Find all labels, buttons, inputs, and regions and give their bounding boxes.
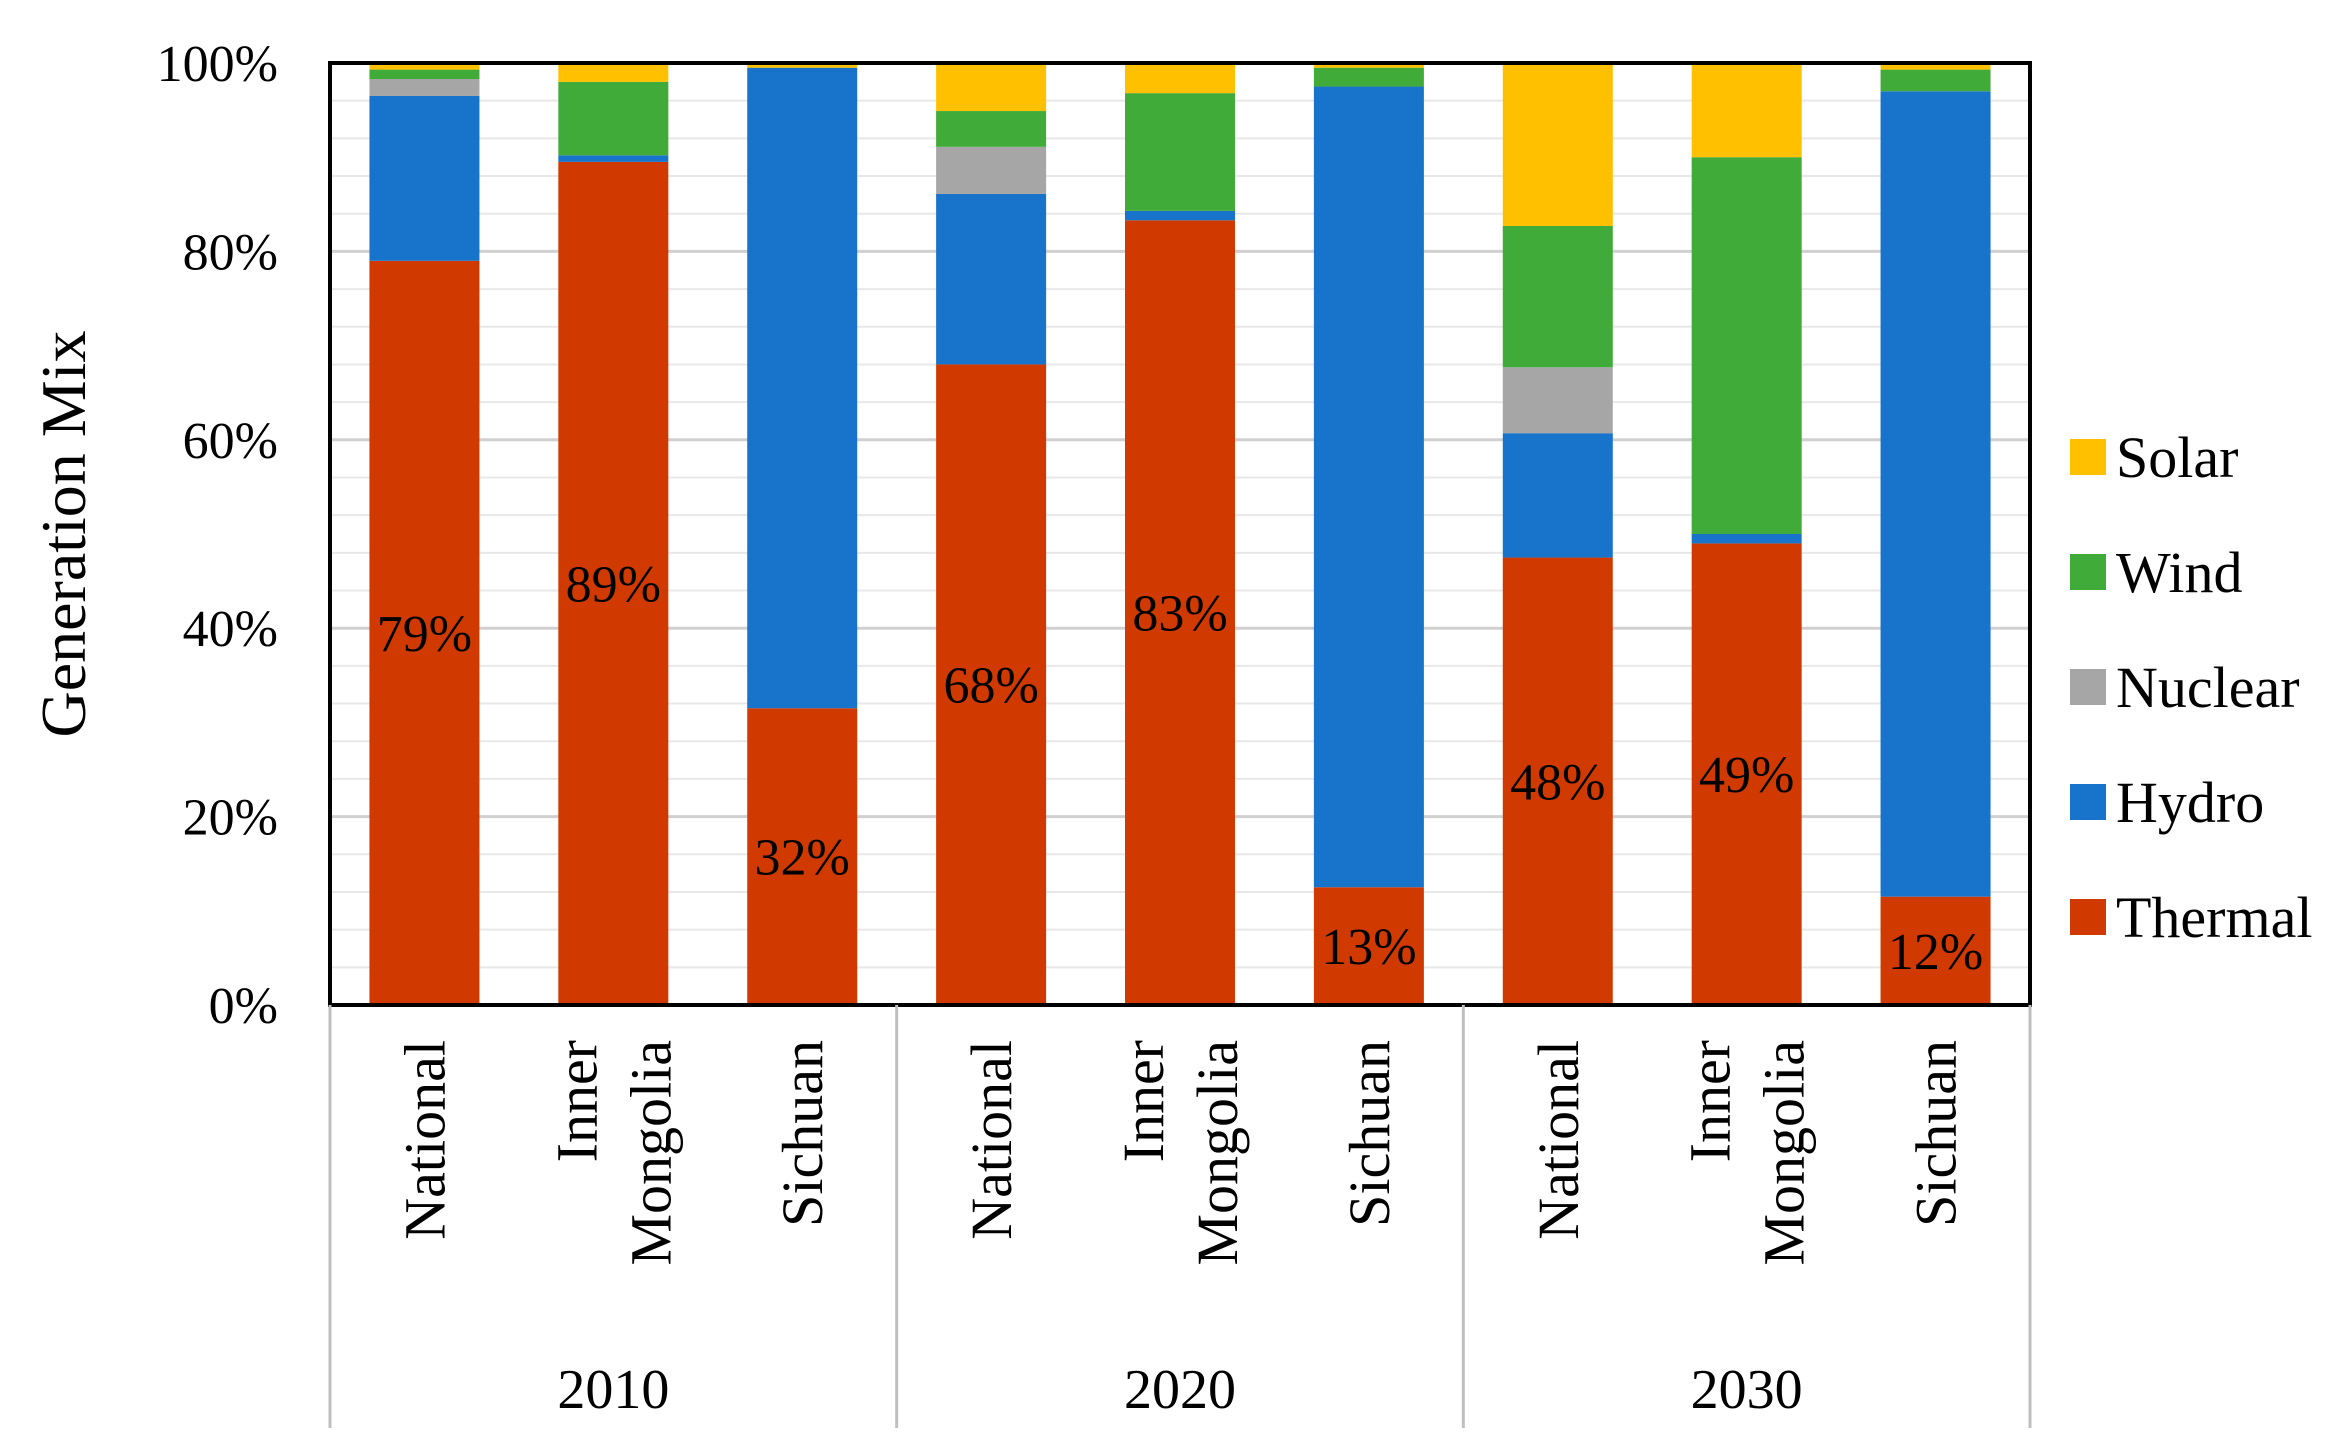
legend-swatch-thermal (2070, 899, 2106, 935)
bar-segment-solar (1880, 63, 1991, 70)
y-tick-label: 20% (183, 790, 278, 847)
legend-label: Nuclear (2116, 655, 2300, 720)
bar-segment-hydro (1880, 91, 1991, 897)
bar-segment-solar (558, 63, 669, 82)
bar-segment-hydro (558, 155, 669, 162)
bars (369, 63, 1991, 1006)
group-label: 2020 (1124, 1359, 1236, 1421)
data-label: 89% (566, 556, 661, 613)
bar-segment-hydro (1691, 534, 1802, 544)
legend-label: Wind (2116, 540, 2243, 605)
legend-swatch-solar (2070, 439, 2106, 475)
bar-segment-wind (1125, 93, 1235, 211)
x-tick-label: National (959, 1040, 1024, 1240)
bar-segment-thermal (369, 260, 480, 1005)
legend-label: Solar (2116, 425, 2238, 490)
bar-segment-wind (369, 69, 480, 80)
y-axis-ticks: 0% 20% 40% 60% 80% 100% (157, 36, 278, 1035)
bar-segment-thermal (558, 161, 669, 1005)
bar-segment-solar (1313, 63, 1424, 68)
legend: Solar Wind Nuclear Hydro Thermal (2070, 425, 2312, 950)
data-label: 32% (755, 830, 850, 887)
legend-label: Thermal (2116, 885, 2312, 950)
data-label: 83% (1132, 586, 1227, 643)
bar-segment-nuclear (936, 146, 1047, 194)
y-tick-label: 0% (209, 978, 278, 1035)
group-label: 2010 (557, 1359, 669, 1421)
bar-segment-thermal (1880, 896, 1991, 1005)
bar-segment-thermal (1502, 557, 1613, 1005)
x-tick-label: Sichuan (770, 1040, 835, 1227)
bar-segment-wind (558, 81, 669, 156)
bar-segment-solar (747, 63, 858, 68)
x-tick-label: Inner Mongolia (1678, 1040, 1817, 1266)
bar-segment-nuclear (369, 79, 480, 96)
data-label: 12% (1888, 924, 1983, 981)
bar-segment-wind (936, 111, 1047, 147)
bar-segment-hydro (1502, 433, 1613, 558)
x-tick-label: Inner Mongolia (544, 1040, 683, 1266)
bar-segment-thermal (1125, 220, 1235, 1006)
y-tick-label: 60% (183, 413, 278, 470)
x-tick-label: Inner Mongolia (1111, 1040, 1250, 1266)
legend-label: Hydro (2116, 770, 2264, 835)
bar-segment-wind (1880, 69, 1991, 92)
data-label: 49% (1699, 747, 1794, 804)
bar-segment-hydro (1125, 210, 1235, 221)
x-axis: 2010 2020 2030 National Inner Mongolia Sichuan… (328, 1005, 2032, 1428)
y-tick-label: 40% (183, 601, 278, 658)
legend-swatch-hydro (2070, 784, 2106, 820)
legend-swatch-nuclear (2070, 669, 2106, 705)
bar-segment-thermal (1313, 887, 1424, 1005)
group-label: 2030 (1691, 1359, 1803, 1421)
bar-segment-solar (369, 63, 480, 70)
bar-segment-thermal (747, 708, 858, 1005)
bar-segment-hydro (747, 67, 858, 709)
data-label: 79% (377, 606, 472, 663)
x-tick-label: National (392, 1040, 457, 1240)
data-label: 68% (943, 658, 1038, 715)
y-tick-label: 80% (183, 224, 278, 281)
bar-segment-wind (1502, 225, 1613, 368)
bar-segment-hydro (369, 95, 480, 261)
data-labels: 79% 89% 32% 68% 83% 13% 48% 49% 12% (377, 556, 1983, 980)
bar-segment-nuclear (1502, 367, 1613, 434)
bar-segment-hydro (936, 193, 1047, 365)
bar-segment-thermal (936, 364, 1047, 1005)
data-label: 48% (1510, 754, 1605, 811)
bar-segment-solar (936, 63, 1047, 112)
x-tick-label: National (1526, 1040, 1591, 1240)
x-tick-label: Sichuan (1337, 1040, 1402, 1227)
bar-segment-wind (1313, 67, 1424, 87)
bar-segment-solar (1125, 63, 1235, 94)
legend-swatch-wind (2070, 554, 2106, 590)
x-tick-label: Sichuan (1904, 1040, 1969, 1227)
bar-segment-solar (1691, 63, 1802, 158)
bar-segment-hydro (1313, 86, 1424, 888)
y-axis-title: Generation Mix (28, 331, 99, 738)
plot-frame (328, 61, 2032, 1007)
bar-segment-wind (1691, 157, 1802, 534)
data-label: 13% (1321, 919, 1416, 976)
bar-segment-thermal (1691, 543, 1802, 1005)
y-tick-label: 100% (157, 36, 278, 93)
bar-segment-solar (1502, 63, 1613, 226)
